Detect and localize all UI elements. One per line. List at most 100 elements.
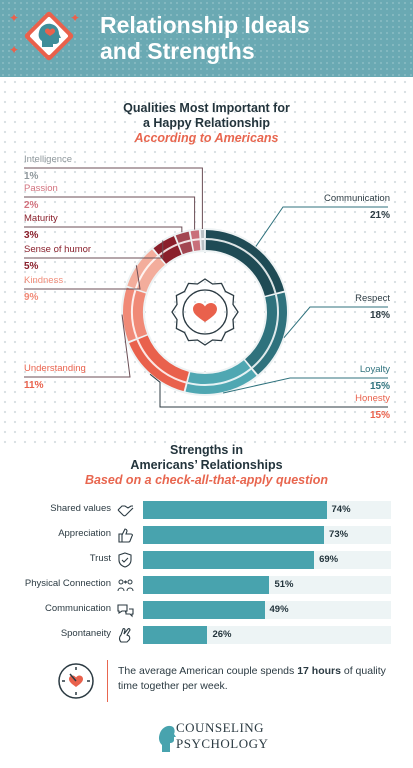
bar-value-spontaneity: 26% (212, 629, 232, 640)
sparkle-icon: ✦ (70, 11, 81, 25)
donut-value-maturity: 3% (24, 230, 39, 241)
bar-row-trust: Trust 69% (0, 551, 413, 569)
clock-heart-icon (58, 663, 94, 699)
donut-label-communication: Communication (324, 193, 390, 204)
chart1-title-line2: a Happy Relationship (142, 116, 271, 130)
bar-track: 73% (143, 526, 391, 544)
donut-slice-kindness (127, 249, 165, 293)
chart1-title: Qualities Most Important for a Happy Rel… (0, 101, 413, 131)
chart1-title-line1: Qualities Most Important for (123, 101, 290, 115)
donut-slice-loyalty (185, 360, 257, 394)
bar-row-shared-values: Shared values 74% (0, 501, 413, 519)
donut-label-loyalty: Loyalty (359, 364, 390, 375)
head-silhouette-icon (158, 725, 176, 752)
bar-track: 74% (143, 501, 391, 519)
donut-value-passion: 2% (24, 200, 39, 211)
donut-slice-divider (192, 238, 200, 242)
page-title-line2: and Strengths (100, 38, 255, 64)
leader-line-understanding (24, 314, 131, 378)
donut-slice-intelligence (200, 230, 205, 251)
leader-line-maturity (24, 226, 183, 233)
bar-communication (143, 601, 265, 619)
leader-line-communication (255, 206, 388, 247)
donut-value-understanding: 11% (24, 380, 44, 391)
bar-track: 26% (143, 626, 391, 644)
sparkle-icon: ✦ (9, 43, 20, 57)
page-title-line1: Relationship Ideals (100, 12, 310, 38)
donut-slice-divider (251, 294, 279, 369)
donut-slice-communication (205, 230, 285, 296)
shield-icon (118, 552, 132, 568)
bar-label-spontaneity: Spontaneity (60, 628, 111, 639)
leader-line-loyalty (222, 377, 388, 394)
bar-value-communication: 49% (269, 604, 289, 615)
donut-value-loyalty: 15% (369, 381, 390, 392)
bar-label-communication: Communication (45, 603, 111, 614)
donut-label-passion: Passion (24, 183, 58, 194)
bar-label-appreciation: Appreciation (58, 528, 111, 539)
donut-slice-divider (134, 255, 159, 289)
bar-trust (143, 551, 315, 569)
donut-slice-divider (201, 238, 205, 241)
chat-bubbles-icon (117, 604, 134, 618)
header-banner: ✦ ✦ ✦ Relationship Ideals and Strengths (0, 0, 413, 77)
qualities-donut-chart (24, 167, 388, 408)
bar-shared-values (143, 501, 327, 519)
bar-track: 49% (143, 601, 391, 619)
donut-label-honesty: Honesty (355, 393, 390, 404)
leader-line-kindness (24, 265, 141, 290)
donut-slice-understanding (122, 287, 148, 342)
logo-line2: PSYCHOLOGY (176, 736, 269, 751)
chart2-subtitle: Based on a check-all-that-apply question (84, 473, 329, 487)
chart1-subtitle: According to Americans (134, 131, 279, 145)
bar-spontaneity (143, 626, 208, 644)
logo-line1: COUNSELING (176, 720, 265, 735)
donut-value-intelligence: 1% (24, 171, 39, 182)
donut-label-maturity: Maturity (24, 213, 58, 224)
bar-label-shared-values: Shared values (50, 503, 111, 514)
footer-text-before: The average American couple spends (118, 665, 298, 677)
donut-label-sense-of-humor: Sense of humor (24, 244, 92, 255)
donut-value-respect: 18% (369, 310, 390, 321)
donut-value-kindness: 9% (24, 292, 39, 303)
heart-seal-icon (171, 278, 239, 346)
bar-value-trust: 69% (319, 554, 339, 565)
leader-line-passion (24, 196, 196, 230)
footer-fact: The average American couple spends 17 ho… (118, 664, 388, 694)
donut-slice-divider (187, 368, 252, 387)
footer-text-bold: 17 hours (297, 665, 341, 677)
leader-line-respect (283, 306, 388, 338)
bar-value-appreciation: 73% (329, 529, 349, 540)
bar-physical-connection (143, 576, 270, 594)
heart-head-badge-icon (24, 11, 74, 61)
leader-line-sense-of-humor (24, 240, 164, 259)
bar-value-physical-connection: 51% (274, 579, 294, 590)
donut-value-honesty: 15% (369, 410, 390, 421)
counseling-psychology-logo: COUNSELING PSYCHOLOGY (158, 718, 268, 758)
donut-slice-divider (178, 239, 191, 245)
page-title: Relationship Ideals and Strengths (100, 12, 400, 64)
bar-value-shared-values: 74% (331, 504, 351, 515)
cross-fingers-icon (118, 628, 131, 643)
donut-slice-divider (205, 238, 277, 294)
footer-text-after: of quality time together per week. (118, 665, 386, 692)
chart2-title: Strengths in Americans’ Relationships (0, 443, 413, 473)
sparkle-icon: ✦ (9, 11, 20, 25)
donut-slice-divider (131, 289, 138, 339)
bar-track: 69% (143, 551, 391, 569)
bar-label-physical-connection: Physical Connection (24, 578, 111, 589)
bar-row-spontaneity: Spontaneity 26% (0, 626, 413, 644)
donut-label-understanding: Understanding (24, 363, 86, 374)
bar-label-trust: Trust (89, 553, 111, 564)
donut-label-intelligence: Intelligence (24, 154, 73, 165)
bar-row-physical-connection: Physical Connection 51% (0, 576, 413, 594)
footer-divider (107, 660, 108, 702)
donut-value-sense-of-humor: 5% (24, 261, 39, 272)
donut-slice-respect (245, 292, 287, 375)
chart2-title-line2: Americans’ Relationships (130, 458, 283, 472)
leader-line-honesty (149, 373, 388, 408)
bar-track: 51% (143, 576, 391, 594)
donut-label-respect: Respect (355, 293, 390, 304)
donut-slice-honesty (129, 335, 189, 392)
bar-appreciation (143, 526, 325, 544)
